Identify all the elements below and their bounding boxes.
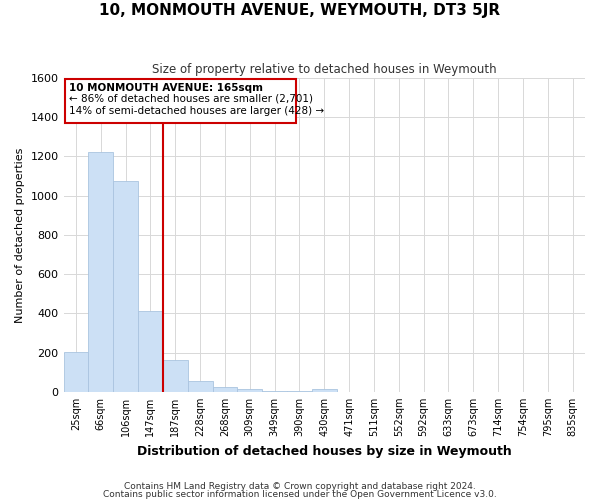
Text: Contains HM Land Registry data © Crown copyright and database right 2024.: Contains HM Land Registry data © Crown c…	[124, 482, 476, 491]
Bar	[262, 391, 287, 392]
Bar	[64, 352, 88, 392]
Text: Contains public sector information licensed under the Open Government Licence v3: Contains public sector information licen…	[103, 490, 497, 499]
Bar	[212, 387, 238, 392]
Y-axis label: Number of detached properties: Number of detached properties	[15, 147, 25, 322]
FancyBboxPatch shape	[65, 79, 296, 123]
Bar	[312, 390, 337, 392]
Bar	[188, 381, 212, 392]
Bar	[163, 360, 188, 392]
Text: 14% of semi-detached houses are larger (428) →: 14% of semi-detached houses are larger (…	[68, 106, 323, 116]
Bar	[88, 152, 113, 392]
Bar	[287, 391, 312, 392]
Bar	[138, 312, 163, 392]
Text: 10, MONMOUTH AVENUE, WEYMOUTH, DT3 5JR: 10, MONMOUTH AVENUE, WEYMOUTH, DT3 5JR	[100, 2, 500, 18]
Title: Size of property relative to detached houses in Weymouth: Size of property relative to detached ho…	[152, 62, 497, 76]
Bar	[113, 181, 138, 392]
X-axis label: Distribution of detached houses by size in Weymouth: Distribution of detached houses by size …	[137, 444, 512, 458]
Text: 10 MONMOUTH AVENUE: 165sqm: 10 MONMOUTH AVENUE: 165sqm	[68, 83, 263, 93]
Bar	[238, 389, 262, 392]
Text: ← 86% of detached houses are smaller (2,701): ← 86% of detached houses are smaller (2,…	[68, 94, 313, 104]
